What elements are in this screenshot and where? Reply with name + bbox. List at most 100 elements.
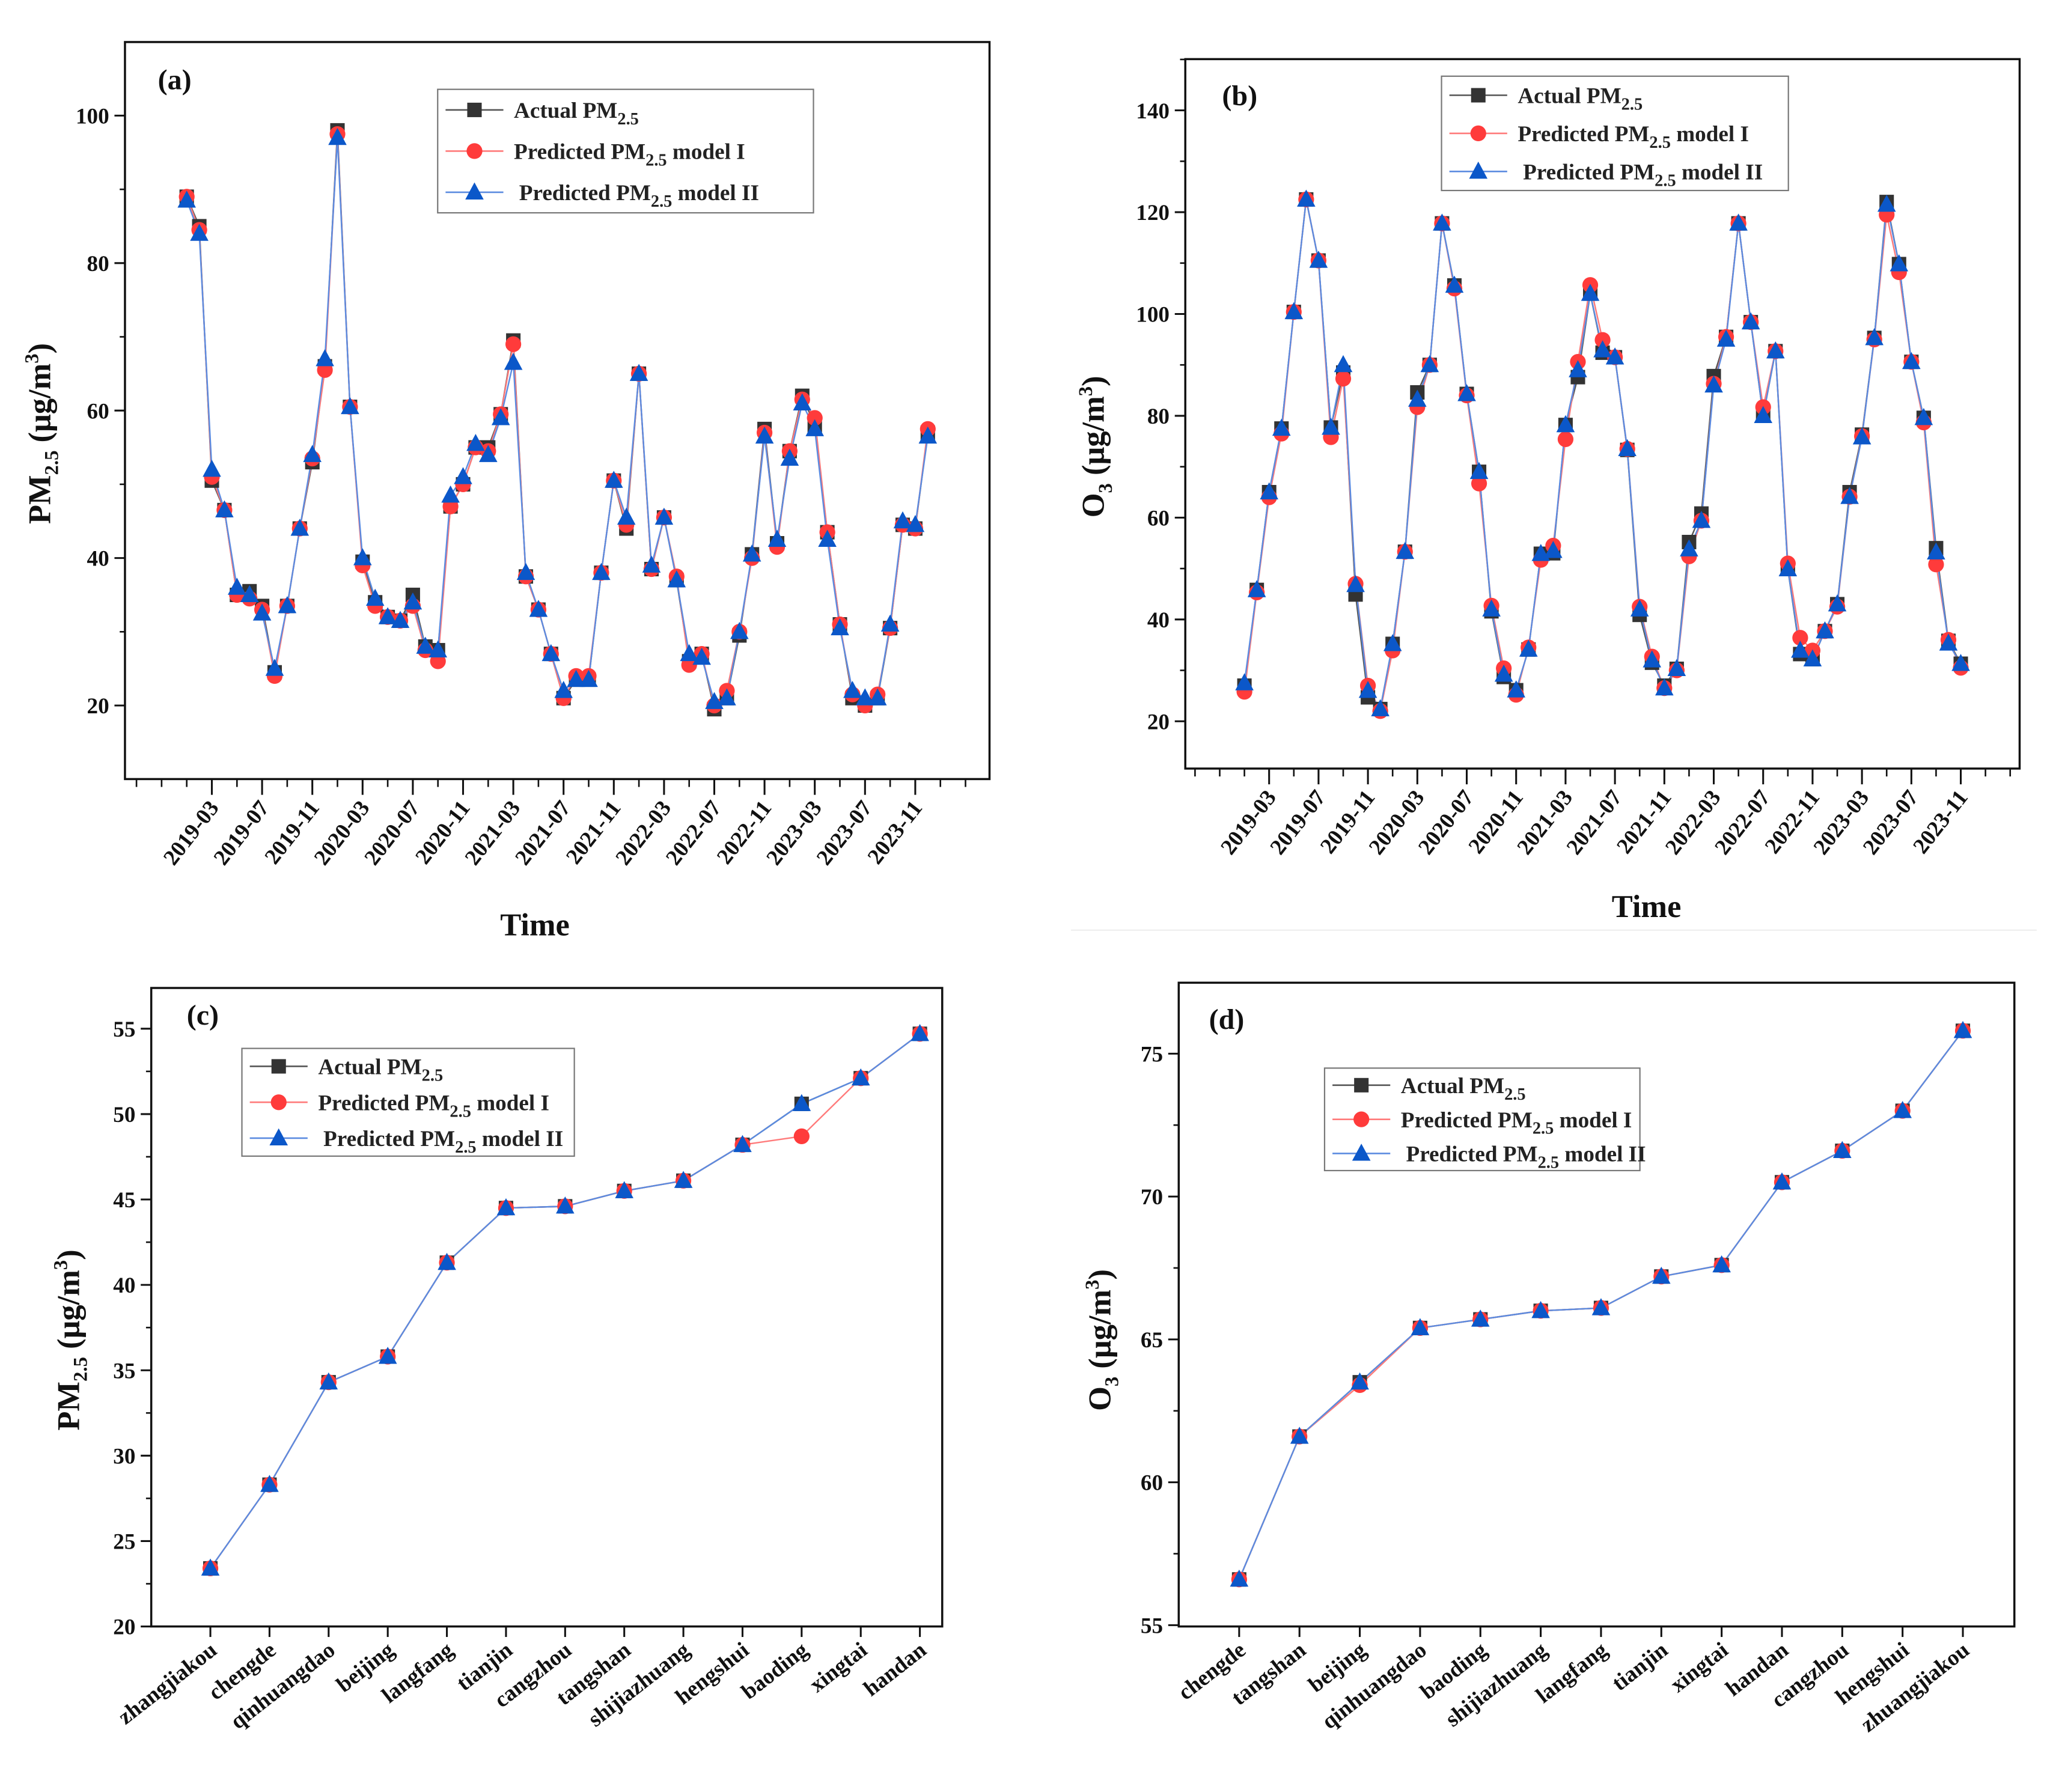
legend-label-main: Actual PM xyxy=(1401,1074,1504,1099)
data-point xyxy=(1680,539,1698,556)
data-point xyxy=(1420,355,1439,373)
data-point xyxy=(391,611,410,628)
y-tick-label: 20 xyxy=(1147,710,1170,734)
legend-label: Predicted PM2.5 model II xyxy=(1523,160,1763,190)
data-point xyxy=(918,426,938,444)
legend-label-main: Actual PM xyxy=(318,1055,421,1080)
data-point xyxy=(629,364,648,381)
series-markers-triangle xyxy=(1230,1020,1972,1587)
legend-label-post: model II xyxy=(477,1127,564,1151)
y-tick-label: 35 xyxy=(113,1359,135,1383)
data-point xyxy=(529,600,548,617)
data-point xyxy=(1471,1309,1490,1327)
data-point xyxy=(1630,599,1649,617)
legend-label-post: model II xyxy=(1559,1142,1646,1167)
data-point xyxy=(615,1181,634,1198)
legend-label: Actual PM2.5 xyxy=(514,99,639,129)
data-point xyxy=(278,596,297,614)
series-markers-triangle xyxy=(201,1023,929,1576)
data-point xyxy=(880,614,900,632)
data-point xyxy=(454,467,472,484)
chart-panel-d: (d)5560657075chengdetangshanbeijingqinhu… xyxy=(1082,981,2016,1737)
data-point xyxy=(177,190,196,208)
y-axis-title-sup: 3 xyxy=(1082,1279,1103,1289)
panel-label: (b) xyxy=(1222,80,1257,112)
y-axis-title-sub: 2.5 xyxy=(41,451,63,475)
data-point xyxy=(1457,384,1476,401)
legend-label-main: Predicted PM xyxy=(1406,1142,1538,1167)
y-tick-label: 100 xyxy=(76,105,109,129)
legend-marker xyxy=(465,182,484,200)
legend-entry: Predicted PM2.5 model II xyxy=(1449,160,1763,190)
legend-label-sub: 2.5 xyxy=(1649,133,1671,152)
y-axis-title-unit: (μg/m xyxy=(1076,396,1111,483)
data-point xyxy=(807,410,823,426)
data-point xyxy=(441,485,460,503)
legend-label-post: model I xyxy=(471,1091,549,1115)
legend-marker xyxy=(467,102,482,117)
data-point xyxy=(755,426,774,444)
y-axis-title: PM2.5 (μg/m3) xyxy=(50,1249,92,1430)
data-point xyxy=(654,507,674,525)
data-point xyxy=(1593,340,1612,358)
legend-marker xyxy=(1471,88,1486,103)
data-point xyxy=(1792,630,1808,646)
legend-marker xyxy=(270,1094,287,1111)
legend-entry: Predicted PM2.5 model II xyxy=(445,181,759,211)
y-axis-title-main: PM xyxy=(22,475,57,524)
legend-label-sub: 2.5 xyxy=(617,110,639,129)
data-point xyxy=(1605,347,1624,365)
panel-label: (a) xyxy=(158,64,192,96)
data-point xyxy=(201,1558,220,1576)
legend-marker xyxy=(1354,1077,1369,1093)
y-axis-title-sub: 3 xyxy=(1095,483,1117,493)
data-point xyxy=(1230,1569,1249,1587)
y-tick-label: 60 xyxy=(87,399,109,424)
legend-label-main: Predicted PM xyxy=(519,181,651,206)
legend-label: Predicted PM2.5 model I xyxy=(1401,1108,1632,1138)
data-point xyxy=(341,397,359,415)
legend-label-sub: 2.5 xyxy=(450,1102,471,1121)
legend-marker xyxy=(466,143,483,159)
data-point xyxy=(911,1023,929,1041)
data-point xyxy=(1902,352,1921,370)
data-point xyxy=(240,585,259,602)
y-tick-label: 25 xyxy=(113,1530,135,1555)
data-point xyxy=(1408,389,1427,407)
data-point xyxy=(1396,541,1415,559)
series-markers-triangle xyxy=(1235,189,1970,716)
data-point xyxy=(792,1094,811,1111)
data-point xyxy=(260,1475,279,1492)
data-point xyxy=(793,1128,810,1144)
legend-label: Predicted PM2.5 model I xyxy=(318,1091,549,1121)
data-point xyxy=(505,336,522,352)
data-point xyxy=(1652,1266,1671,1284)
data-point xyxy=(1852,427,1872,445)
data-point xyxy=(1890,254,1909,272)
legend-label-sub: 2.5 xyxy=(651,192,673,211)
data-point xyxy=(1927,542,1945,560)
data-point xyxy=(1507,680,1526,698)
data-point xyxy=(604,471,623,488)
data-point xyxy=(1643,650,1662,668)
data-point xyxy=(1334,355,1353,373)
data-point xyxy=(818,529,837,547)
y-tick-label: 55 xyxy=(1141,1614,1163,1638)
panel-label: (d) xyxy=(1209,1004,1245,1035)
data-point xyxy=(1494,664,1513,682)
y-axis-title-close: ) xyxy=(1076,376,1111,386)
legend-marker xyxy=(1470,125,1486,142)
y-tick-label: 70 xyxy=(1141,1185,1163,1210)
y-tick-label: 120 xyxy=(1136,201,1170,225)
legend-label-post: model II xyxy=(1676,160,1763,184)
chart-panel-c: (c)2025303540455055zhangjiakouchengdeqin… xyxy=(50,987,944,1734)
data-point xyxy=(1914,407,1933,425)
data-point xyxy=(316,349,334,367)
data-point xyxy=(893,511,912,529)
data-point xyxy=(567,669,585,687)
data-point xyxy=(1433,213,1451,231)
legend-label-post: model I xyxy=(1671,122,1749,147)
data-point xyxy=(1865,328,1884,346)
